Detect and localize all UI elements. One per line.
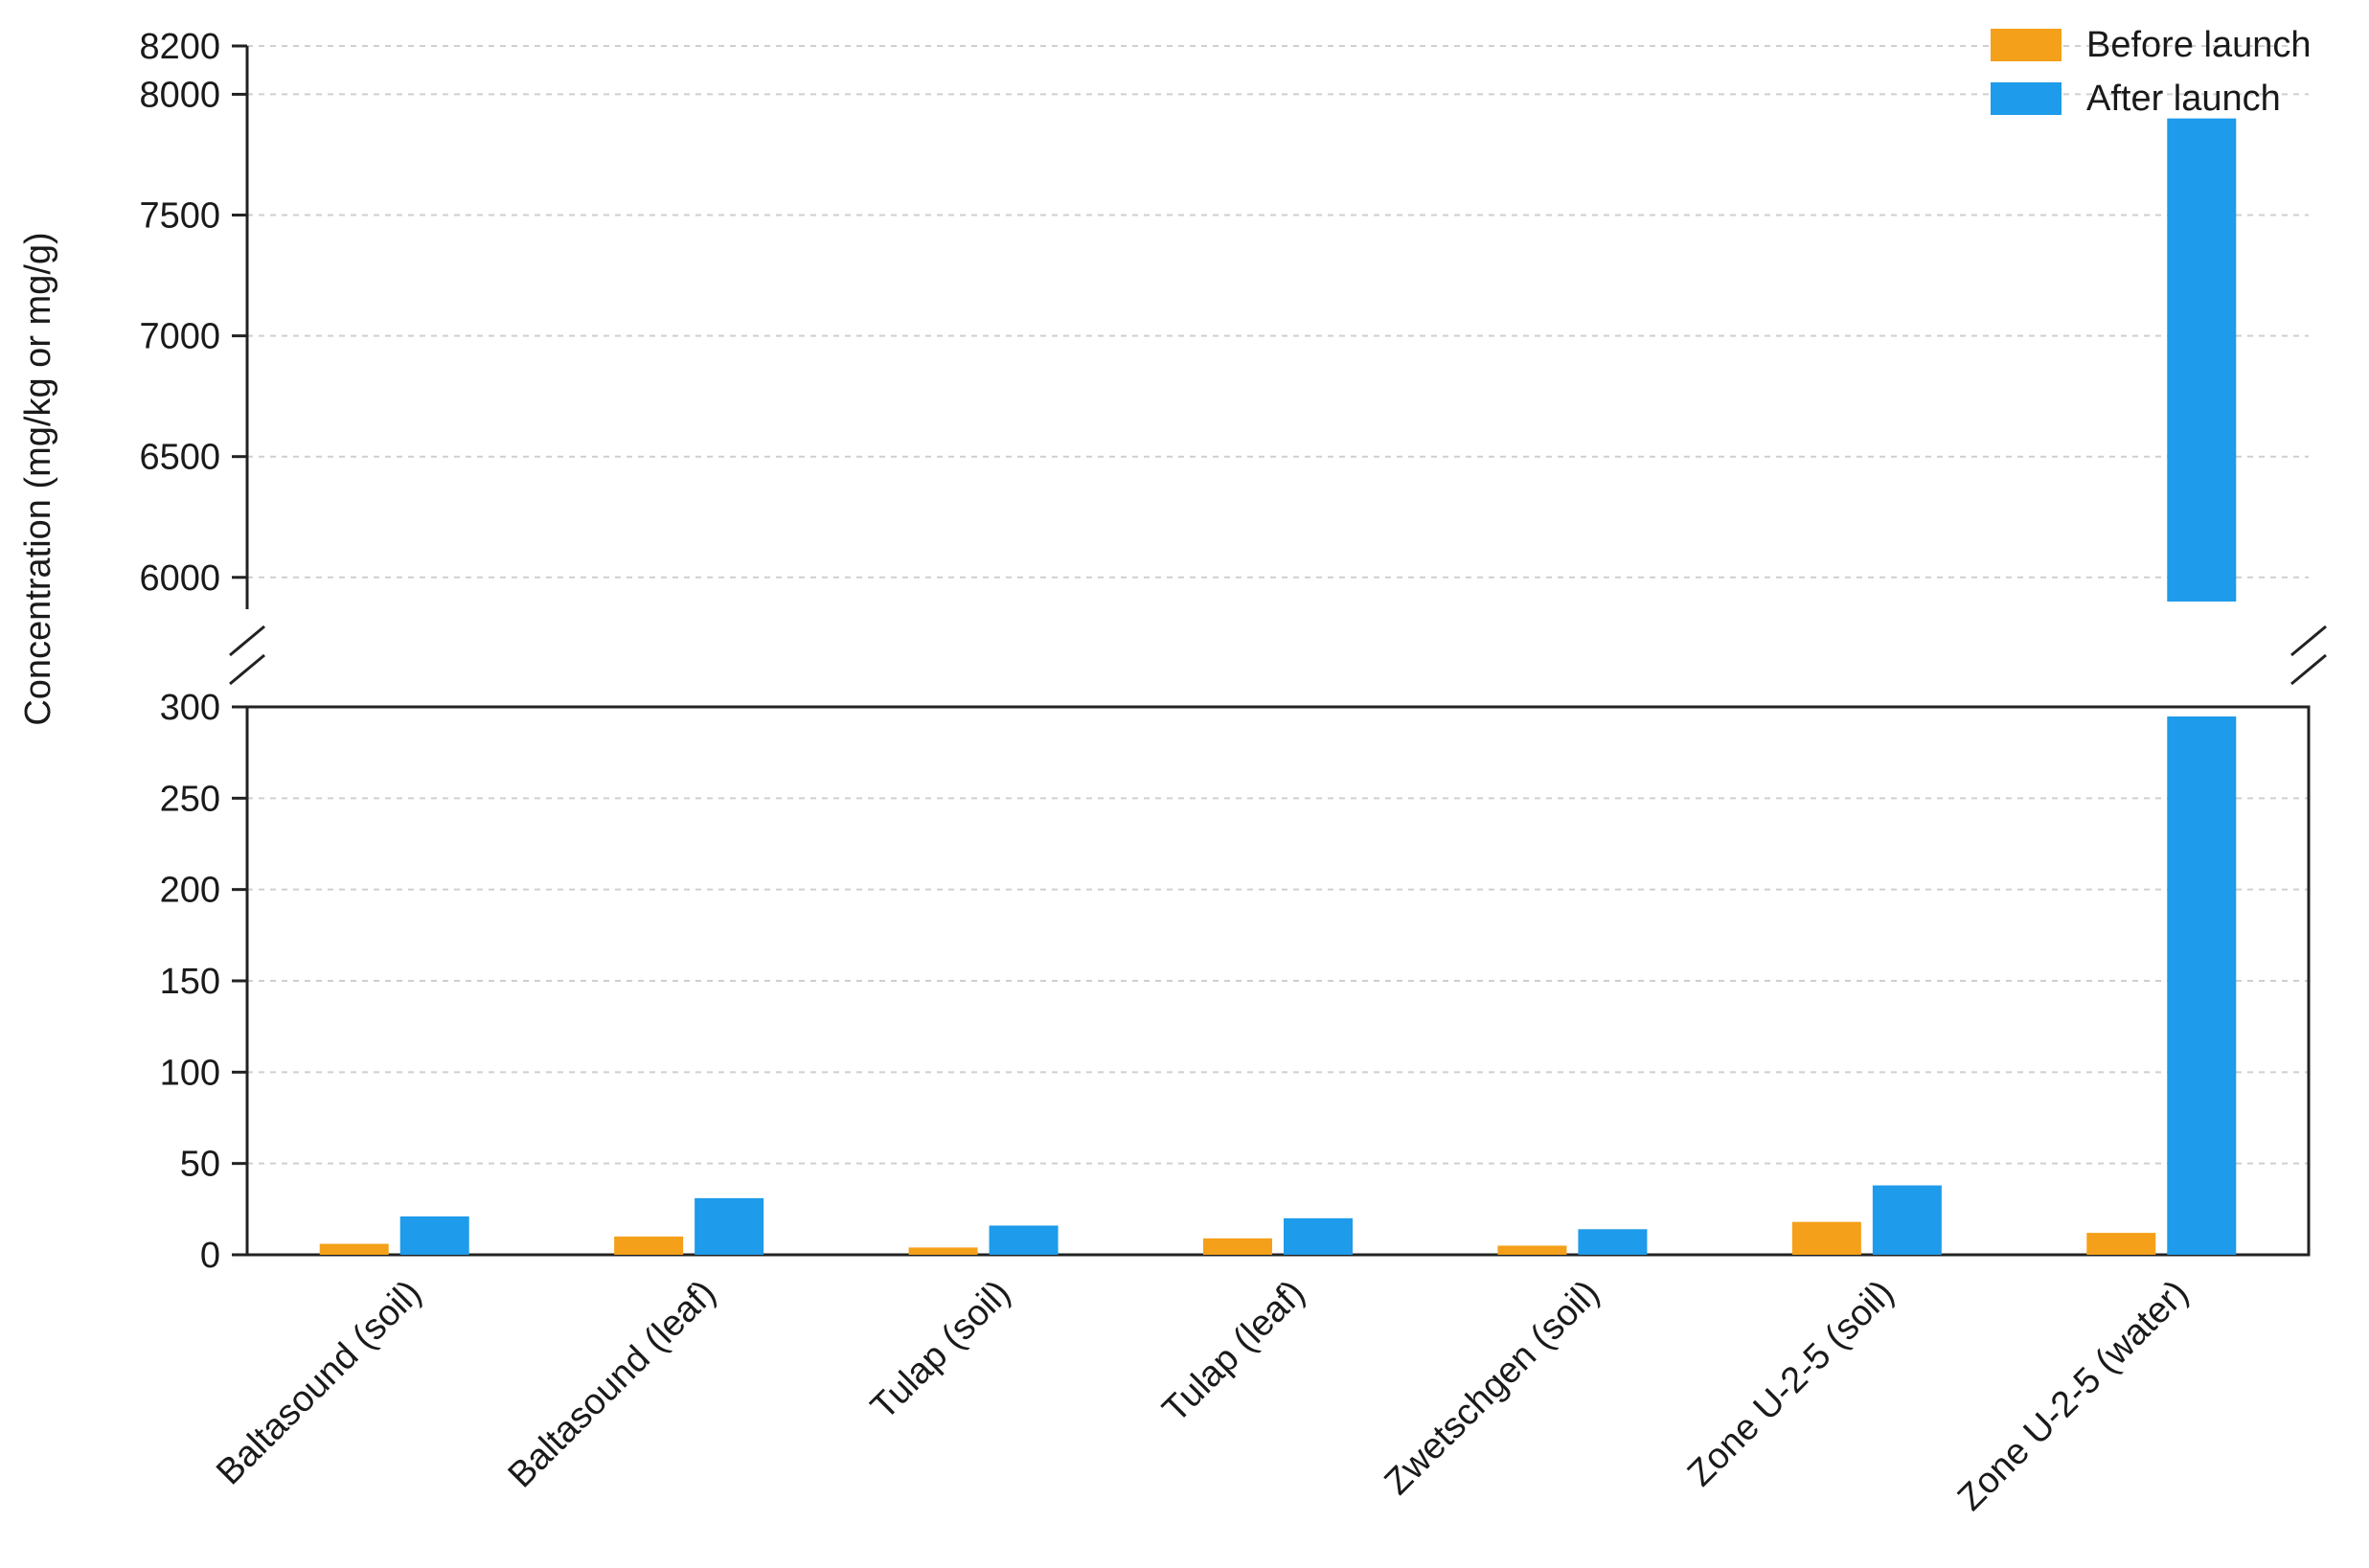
category-label: Baltasound (soil) <box>209 1273 429 1493</box>
y-tick-label: 8200 <box>139 27 220 67</box>
y-tick-label: 300 <box>160 688 220 728</box>
bar <box>1497 1245 1567 1255</box>
category-label: Zone U-2-5 (water) <box>1950 1273 2197 1519</box>
axis-frame <box>229 44 2327 1257</box>
legend-label: Before launch <box>2086 25 2312 65</box>
y-tick-label: 150 <box>160 962 220 1002</box>
bar <box>989 1225 1059 1255</box>
category-label: Zwetschgen (soil) <box>1378 1273 1607 1503</box>
lower-panel-frame <box>245 705 2311 1257</box>
bars <box>319 118 2237 1255</box>
legend-swatch <box>1991 82 2061 115</box>
y-tick-label: 0 <box>200 1236 220 1276</box>
axis-break-mark <box>229 653 265 686</box>
bar-upper-segment <box>2167 118 2237 602</box>
bar <box>399 1216 469 1255</box>
category-label: Tulap (leaf) <box>1155 1273 1313 1431</box>
category-labels: Baltasound (soil) Baltasound (leaf) Tulap … <box>209 1273 2196 1519</box>
y-tick-label: 100 <box>160 1053 220 1093</box>
bar <box>1284 1217 1353 1255</box>
y-tick-label: 6000 <box>139 558 220 599</box>
y-tick-label: 200 <box>160 871 220 911</box>
y-tick-label: 50 <box>180 1145 220 1185</box>
legend-swatch <box>1991 29 2061 61</box>
axis-break-mark <box>2290 625 2327 657</box>
bar-lower-segment <box>2167 716 2237 1255</box>
y-tick-label: 7000 <box>139 317 220 357</box>
category-label: Tulap (soil) <box>863 1273 1018 1428</box>
y-axis-label: Concentration (mg/kg or mg/g) <box>18 232 58 725</box>
bar <box>695 1197 764 1255</box>
bar <box>1578 1229 1648 1255</box>
category-label: Baltasound (leaf) <box>501 1273 724 1496</box>
y-tick-label: 7500 <box>139 196 220 237</box>
y-tick-label: 8000 <box>139 75 220 115</box>
legend-label: After launch <box>2086 79 2281 119</box>
y-tick-label: 6500 <box>139 438 220 478</box>
bar <box>1791 1221 1861 1255</box>
bar <box>1872 1185 1942 1255</box>
y-tick-label: 250 <box>160 779 220 819</box>
axis-break-mark <box>2290 653 2327 686</box>
legend: Before launch After launch <box>1991 25 2312 119</box>
bar <box>908 1247 978 1255</box>
bar <box>614 1236 684 1255</box>
bar <box>2086 1233 2156 1255</box>
axis-break-mark <box>229 625 265 657</box>
y-tick-labels: 0 50 100 150 200 250 300 6000 6500 7000 7500 8000 82… <box>139 27 220 1276</box>
bar <box>1203 1238 1272 1255</box>
bar <box>319 1243 389 1255</box>
category-label: Zone U-2-5 (soil) <box>1680 1273 1902 1494</box>
gridlines <box>247 45 2309 1165</box>
